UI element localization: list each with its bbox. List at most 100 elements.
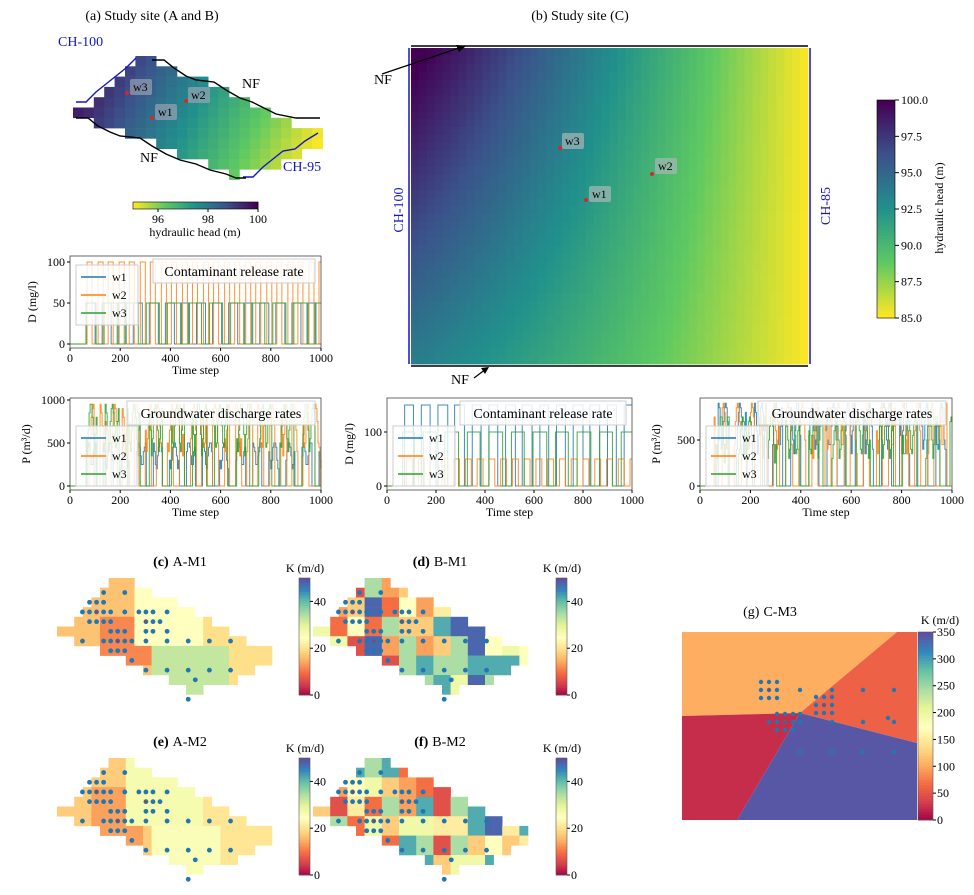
k-cell — [467, 626, 477, 637]
head-cell — [450, 55, 460, 65]
head-cell — [593, 198, 602, 207]
colorbar-segment — [918, 688, 933, 692]
colorbar-segment — [556, 592, 567, 595]
head-cell — [498, 55, 507, 65]
head-cell — [474, 340, 483, 349]
head-cell — [514, 206, 523, 215]
head-cell — [411, 269, 420, 278]
k-cell — [373, 626, 383, 637]
head-cell — [474, 48, 483, 57]
k-cell — [125, 758, 135, 768]
head-cell — [673, 95, 682, 104]
head-cell — [665, 340, 674, 349]
colorbar-segment — [556, 620, 567, 623]
colorbar-segment — [877, 143, 895, 147]
head-cell — [736, 166, 745, 175]
colorbar-segment — [299, 797, 310, 801]
head-cell — [418, 269, 428, 278]
head-cell — [601, 55, 610, 65]
head-cell — [498, 340, 507, 349]
head-cell — [538, 237, 547, 246]
k-cell — [168, 607, 178, 618]
head-cell — [752, 142, 761, 152]
colorbar-segment — [877, 247, 895, 251]
head-cell — [633, 87, 642, 96]
head-cell — [752, 150, 761, 159]
k-cell — [57, 806, 66, 817]
colorbar-segment — [877, 173, 895, 177]
head-cell — [490, 221, 499, 231]
head-cell — [704, 285, 714, 294]
k-cell — [476, 675, 486, 685]
head-cell — [792, 79, 801, 88]
head-cell — [752, 221, 761, 231]
head-cell — [482, 87, 491, 96]
k-cell — [263, 825, 273, 836]
k-cell — [194, 655, 204, 666]
k-cell — [390, 636, 400, 647]
head-cell — [450, 111, 460, 120]
head-cell — [728, 237, 737, 246]
k-cell — [424, 597, 434, 608]
head-cell — [490, 150, 499, 159]
head-cell — [657, 237, 666, 246]
head-cell — [760, 285, 769, 294]
head-cell — [657, 134, 666, 144]
head-cell — [744, 277, 753, 286]
head-cell — [609, 340, 618, 349]
head-cell — [680, 206, 690, 215]
head-cell — [792, 103, 801, 112]
colorbar-segment — [918, 750, 933, 754]
head-cell — [411, 277, 420, 286]
head-cell — [177, 107, 188, 119]
k-cell — [416, 597, 426, 608]
head-cell — [728, 324, 737, 333]
x-tick-label: 200 — [741, 493, 759, 507]
pumping-well-marker — [108, 638, 114, 644]
head-cell — [434, 292, 444, 302]
pumping-well-marker — [813, 694, 819, 700]
head-cell — [728, 198, 737, 207]
k-cell — [229, 816, 238, 827]
k-cell — [364, 767, 374, 778]
head-cell — [569, 198, 579, 207]
head-cell — [736, 245, 745, 254]
head-cell — [411, 308, 420, 317]
head-cell — [482, 174, 491, 183]
k-cell — [450, 864, 460, 875]
k-cell — [125, 597, 135, 608]
head-cell — [585, 348, 595, 357]
colorbar-segment — [918, 728, 933, 732]
head-cell — [720, 71, 729, 80]
head-cell — [569, 95, 579, 104]
head-cell — [673, 198, 682, 207]
pumping-well-marker — [80, 638, 85, 644]
head-cell — [601, 285, 610, 294]
head-cell — [585, 332, 595, 341]
colorbar-segment — [556, 641, 567, 644]
head-cell — [450, 142, 460, 152]
head-cell — [625, 261, 634, 270]
k-cell — [100, 825, 109, 836]
pumping-well-marker — [157, 619, 163, 625]
colorbar-segment — [877, 168, 895, 172]
head-cell — [744, 245, 753, 254]
head-cell — [514, 316, 523, 325]
head-cell — [514, 71, 523, 80]
head-cell — [522, 332, 531, 341]
k-cell — [407, 655, 417, 666]
k-cell — [407, 825, 417, 836]
head-cell — [561, 300, 571, 310]
colorbar-segment — [918, 755, 933, 759]
head-cell — [736, 55, 745, 65]
pumping-well-marker — [87, 619, 92, 625]
head-cell — [712, 253, 722, 262]
head-cell — [696, 71, 706, 80]
head-cell — [720, 63, 729, 73]
head-cell — [760, 71, 769, 80]
head-cell — [522, 324, 531, 333]
k-cell — [160, 816, 170, 827]
k-cell — [450, 825, 460, 836]
head-cell — [474, 261, 483, 270]
head-cell — [411, 356, 420, 365]
